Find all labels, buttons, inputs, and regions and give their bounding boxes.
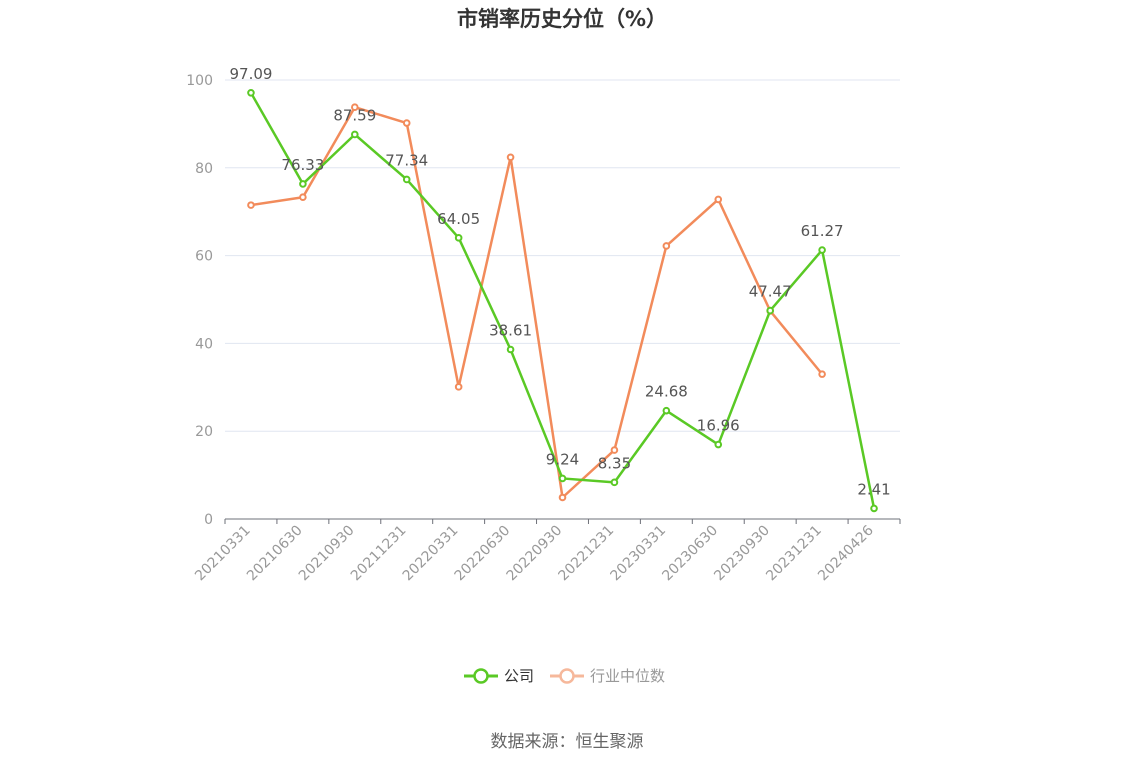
series-1-point [351,103,359,112]
x-tick-label: 20210331 [192,523,254,585]
x-tick-label: 20230930 [711,523,773,585]
series-0-point [351,130,359,139]
series-0-point [870,504,878,513]
data-label: 38.61 [489,322,532,340]
y-tick-label: 80 [195,161,213,177]
y-tick-label: 40 [195,336,213,352]
series-0-point [818,246,826,254]
series-0-point [299,180,307,188]
y-tick-label: 60 [195,249,213,265]
x-tick-label: 20210630 [244,523,306,585]
series-1-point [454,383,463,391]
x-tick-label: 20230630 [659,523,721,585]
series-0-point [714,440,723,449]
series-line-1 [250,105,824,499]
x-tick-label: 20240426 [815,522,877,584]
x-tick-label: 20230331 [607,523,669,585]
x-tick-label: 20221231 [556,523,618,585]
source-text: 数据来源：恒生聚源 [491,732,644,752]
legend-label: 行业中位数 [590,667,665,685]
x-tick-label: 20211231 [348,523,410,585]
legend-label: 公司 [504,667,534,685]
series-0-point [558,474,567,483]
series-0-point [402,175,411,184]
data-label: 61.27 [801,222,844,240]
series-1-point [506,153,515,162]
data-label: 97.09 [229,65,272,83]
series-group [247,88,878,513]
x-tick-label: 20231231 [763,523,825,585]
series-0-point [662,406,671,415]
series-1-point [714,195,723,204]
legend-item-1[interactable]: 行业中位数 [550,667,665,685]
y-axis: 0 20 40 60 80 100 [186,73,213,528]
legend-item-0[interactable]: 公司 [464,667,534,685]
y-tick-label: 20 [195,424,213,440]
x-axis: 2021033120210630202109302021123120220331… [192,518,901,585]
legend[interactable]: 公司 行业中位数 [464,667,665,685]
legend-marker-icon [559,668,575,684]
series-1-point [558,493,567,502]
chart-title: 市销率历史分位（%） [457,7,667,31]
data-label: 76.33 [281,156,324,174]
series-0-point [454,234,463,242]
data-label: 2.41 [857,480,890,498]
series-1-point [610,446,619,454]
data-labels: 97.09 76.33 87.59 77.34 64.05 38.61 9.24 8.35 24… [229,65,890,499]
data-label: 16.96 [697,417,740,435]
series-1-point [299,193,307,202]
grid-lines [225,79,900,432]
series-0-point [610,478,619,487]
data-label: 64.05 [437,210,480,228]
y-tick-label: 0 [204,512,213,528]
series-1-point [247,201,255,209]
series-0-point [247,88,255,97]
x-tick-label: 20210930 [296,523,358,585]
y-tick-label: 100 [186,73,213,89]
data-label: 87.59 [333,106,376,124]
series-0-point [506,345,515,354]
legend-marker-icon [473,668,489,684]
data-label: 47.47 [749,283,792,301]
x-tick-label: 20220331 [400,523,462,585]
x-tick-label: 20220630 [452,523,514,585]
series-1-point [662,242,671,250]
x-tick-label: 20220930 [504,523,566,585]
series-0-point [766,306,774,315]
data-label: 24.68 [645,383,688,401]
data-label: 77.34 [385,151,428,169]
series-1-point [402,119,411,127]
data-label: 8.35 [598,454,631,472]
series-1-point [818,370,826,378]
data-label: 9.24 [546,450,579,468]
